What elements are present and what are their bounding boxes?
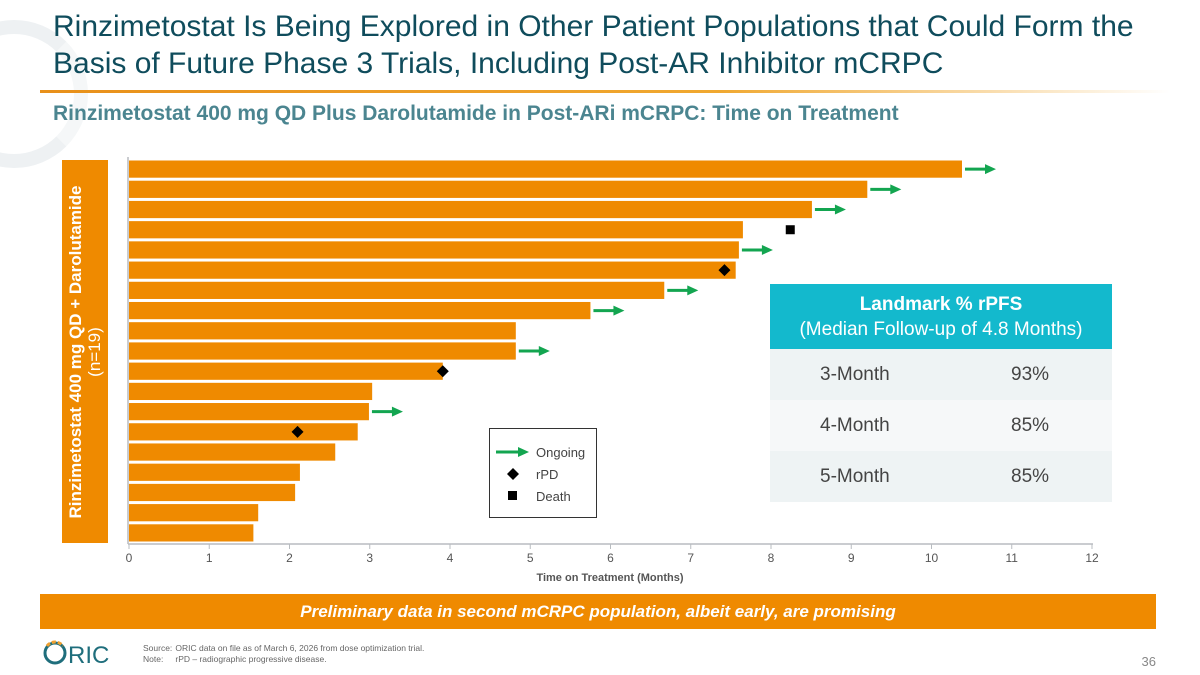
value-cell: 93%	[1011, 363, 1050, 385]
ongoing-arrow-icon	[518, 346, 550, 356]
table-body: 3-Month 93% 4-Month 85% 5-Month 85%	[770, 349, 1112, 502]
arrow-right-icon	[490, 447, 536, 457]
abbreviation-note: Note: rPD – radiographic progressive dis…	[143, 654, 327, 664]
patient-bar	[129, 463, 300, 481]
value-cell: 85%	[1011, 414, 1050, 436]
ongoing-arrow-icon	[741, 244, 773, 255]
x-ticks-layer: 0 1 2 3 4 5 6 7 8 9 10 11 12	[126, 544, 1099, 565]
table-row: 3-Month 93%	[770, 349, 1112, 400]
patient-bar	[129, 423, 358, 441]
patient-bar	[129, 261, 736, 279]
patient-bar	[129, 221, 743, 239]
x-tick-label: 6	[607, 551, 614, 565]
patient-bar	[129, 241, 739, 259]
x-tick-label: 8	[768, 551, 775, 565]
x-tick-label: 2	[286, 551, 293, 565]
ongoing-arrow-icon	[371, 406, 403, 417]
table-row: 4-Month 85%	[770, 400, 1112, 451]
diamond-icon	[490, 468, 536, 480]
table-header-title: Landmark % rPFS	[859, 294, 1023, 315]
table-header: Landmark % rPFS (Median Follow-up of 4.8…	[770, 284, 1112, 349]
rpd-diamond-marker	[436, 365, 449, 378]
conclusion-banner: Preliminary data in second mCRPC populat…	[40, 594, 1156, 629]
ongoing-arrow-icon	[593, 305, 625, 316]
square-icon	[490, 491, 536, 501]
ongoing-arrow-icon	[814, 204, 846, 215]
patient-bar	[129, 403, 369, 421]
rpd-diamond-marker	[718, 264, 731, 277]
patient-bar	[129, 483, 296, 502]
legend-label: rPD	[536, 466, 559, 482]
patient-bar	[129, 342, 516, 360]
page-subtitle: Rinzimetostat 400 mg QD Plus Darolutamid…	[53, 102, 899, 125]
oric-logo: RIC	[42, 640, 122, 671]
table-header-subtitle: (Median Follow-up of 4.8 Months)	[799, 319, 1083, 340]
oric-logo-icon: RIC	[43, 640, 109, 669]
patient-bar	[129, 301, 591, 320]
bars-layer	[129, 160, 962, 542]
landmark-cell: 3-Month	[820, 363, 890, 385]
markers-layer	[291, 164, 996, 438]
x-tick-label: 9	[848, 551, 855, 565]
ongoing-arrow-icon	[964, 164, 996, 175]
page-title: Rinzimetostat Is Being Explored in Other…	[53, 10, 1134, 80]
x-tick-label: 11	[1006, 551, 1019, 565]
landmark-cell: 5-Month	[820, 465, 890, 487]
legend-item-ongoing: Ongoing	[490, 443, 585, 461]
patient-bar	[129, 443, 336, 461]
legend-label: Death	[536, 488, 571, 504]
x-tick-label: 7	[687, 551, 694, 565]
logo-text: RIC	[68, 642, 109, 666]
patient-bar	[129, 382, 373, 401]
footnotes: Source: ORIC data on file as of March 6,…	[143, 643, 424, 665]
patient-bar	[129, 160, 962, 178]
x-tick-label: 4	[447, 551, 454, 565]
patient-bar	[129, 281, 665, 299]
patient-bar	[129, 180, 868, 198]
x-tick-label: 5	[527, 551, 534, 565]
x-tick-label: 1	[206, 551, 213, 565]
ongoing-arrow-icon	[870, 184, 902, 195]
x-tick-label: 10	[925, 551, 939, 565]
patient-bar	[129, 362, 443, 380]
value-cell: 85%	[1011, 465, 1050, 487]
x-tick-label: 0	[126, 551, 133, 565]
legend-label: Ongoing	[536, 444, 586, 460]
legend-item-death: Death	[490, 487, 571, 505]
x-axis-title: Time on Treatment (Months)	[536, 572, 683, 584]
x-tick-label: 3	[366, 551, 373, 565]
death-square-marker	[785, 225, 795, 235]
legend-item-rpd: rPD	[490, 465, 558, 483]
x-tick-label: 12	[1085, 551, 1099, 565]
table-row: 5-Month 85%	[770, 451, 1112, 502]
patient-bar	[129, 200, 812, 219]
ongoing-arrow-icon	[667, 285, 699, 296]
landmark-rpfs-table: Landmark % rPFS (Median Follow-up of 4.8…	[770, 284, 1112, 502]
page-number: 36	[1141, 654, 1156, 669]
rpd-diamond-marker	[291, 425, 304, 438]
patient-bar	[129, 504, 259, 522]
title-divider	[40, 90, 1170, 93]
patient-bar	[129, 322, 516, 340]
source-note: Source: ORIC data on file as of March 6,…	[143, 643, 425, 653]
chart-legend: Ongoing rPD Death	[489, 428, 597, 518]
landmark-cell: 4-Month	[820, 414, 890, 436]
patient-bar	[129, 524, 254, 542]
y-axis-label-box: Rinzimetostat 400 mg QD + Darolutamide (…	[62, 160, 108, 543]
